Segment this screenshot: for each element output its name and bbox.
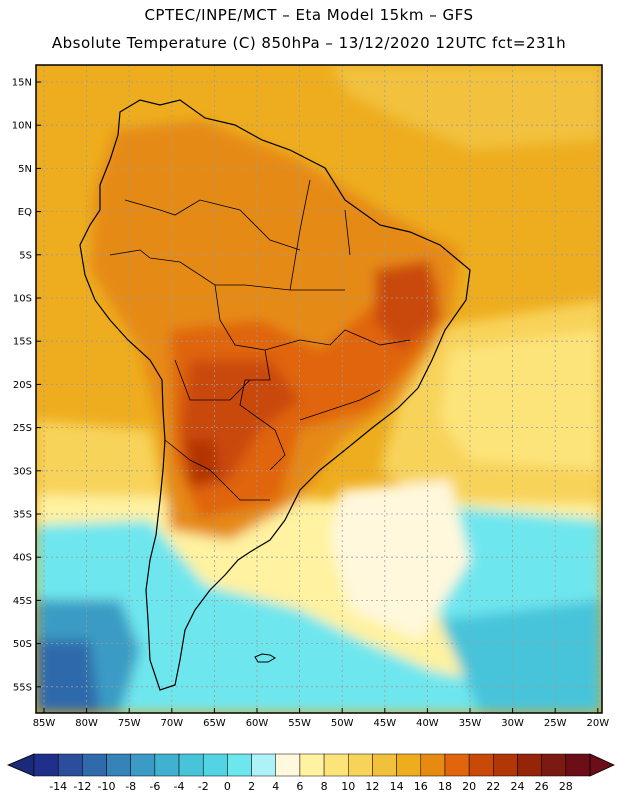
colorbar-swatch: [541, 753, 567, 777]
lat-label: 30S: [13, 466, 32, 477]
lon-label: 55W: [288, 718, 311, 729]
colorbar-label: 16: [414, 780, 428, 793]
lat-label: 10S: [13, 294, 32, 305]
lat-label: 15N: [12, 78, 32, 89]
lat-label: 20S: [13, 380, 32, 391]
colorbar-label: -2: [198, 780, 209, 793]
south-america-coastline: [79, 99, 471, 691]
lat-label: 25S: [13, 423, 32, 434]
lat-label: 5S: [19, 250, 32, 261]
country-borders: [109, 179, 411, 501]
colorbar-swatch: [178, 753, 204, 777]
colorbar-swatch: [565, 753, 591, 777]
lat-label: 10N: [12, 121, 32, 132]
colorbar-label: -8: [125, 780, 136, 793]
lat-label: EQ: [18, 207, 32, 218]
lon-label: 70W: [160, 718, 183, 729]
colorbar-label: 18: [438, 780, 452, 793]
colorbar-label: 26: [535, 780, 549, 793]
lat-lon-grid: [36, 65, 602, 713]
colorbar-label: 22: [486, 780, 500, 793]
colorbar-label: 2: [248, 780, 255, 793]
colorbar-label: 28: [559, 780, 573, 793]
colorbar-swatch: [493, 753, 518, 777]
lon-label: 85W: [33, 718, 56, 729]
colorbar-label: 6: [296, 780, 303, 793]
colorbar-label: -4: [174, 780, 185, 793]
colorbar-label: 8: [321, 780, 328, 793]
lon-label: 65W: [203, 718, 226, 729]
map-frame: [35, 64, 603, 714]
lon-label: 80W: [75, 718, 98, 729]
field-southeast-blue: [440, 600, 602, 713]
longitude-axis: 85W 80W 75W 70W 65W 60W 55W 50W 45W 40W 35W 30W 25W 2…: [33, 708, 609, 729]
colorbar-label: 24: [510, 780, 524, 793]
colorbar-swatch: [227, 753, 252, 777]
colorbar-under-arrow: [6, 753, 35, 777]
chart-title-line-1: CPTEC/INPE/MCT – Eta Model 15km – GFS: [144, 6, 474, 24]
colorbar-swatch: [82, 753, 107, 777]
colorbar-label: 14: [390, 780, 404, 793]
colorbar-swatch: [420, 753, 446, 777]
colorbar-swatch: [299, 753, 325, 777]
lat-label: 45S: [13, 596, 32, 607]
lon-label: 25W: [544, 718, 567, 729]
colorbar: -14 -12 -10 -8 -6 -4 -2 0 2 4 6 8 10 12 14 16 18 20 22 24 26…: [6, 753, 615, 793]
field-pacific-yellow: [36, 420, 165, 500]
colorbar-label: 10: [341, 780, 355, 793]
colorbar-swatch: [468, 753, 494, 777]
lat-label: 55S: [13, 682, 32, 693]
colorbar-swatch: [372, 753, 397, 777]
lat-label: 15S: [13, 337, 32, 348]
lon-label: 50W: [331, 718, 354, 729]
colorbar-label: 20: [462, 780, 476, 793]
colorbar-swatch: [517, 753, 542, 777]
colorbar-swatch: [33, 753, 59, 777]
colorbar-swatch: [57, 753, 83, 777]
field-atlantic-pale: [440, 330, 602, 470]
lon-label: 35W: [459, 718, 482, 729]
colorbar-swatch: [396, 753, 422, 777]
falkland-islands: [254, 653, 276, 663]
field-southwest-darkblue: [36, 640, 100, 713]
field-southern-cyan: [36, 520, 602, 713]
colorbar-swatch: [251, 753, 276, 777]
field-north-ocean-warm: [330, 65, 602, 150]
colorbar-label: 12: [365, 780, 379, 793]
colorbar-swatch: [323, 753, 349, 777]
temperature-field: [36, 65, 602, 713]
latitude-axis: 15N 10N 5N EQ 5S 10S 15S 20S 25S 30S 35S 40S 45S 50S 5…: [12, 78, 41, 693]
chart-title-line-2: Absolute Temperature (C) 850hPa – 13/12/…: [51, 34, 567, 52]
colorbar-swatch: [202, 753, 228, 777]
colorbar-label: -10: [98, 780, 116, 793]
colorbar-label: -6: [149, 780, 160, 793]
field-hotspot-peak: [185, 440, 220, 485]
colorbar-swatch: [154, 753, 180, 777]
lat-label: 35S: [13, 510, 32, 521]
lat-label: 50S: [13, 639, 32, 650]
colorbar-label: 0: [224, 780, 231, 793]
lat-label: 5N: [18, 164, 32, 175]
lat-label: 40S: [13, 553, 32, 564]
colorbar-swatch: [444, 753, 470, 777]
colorbar-over-arrow: [589, 753, 615, 777]
colorbar-label: -14: [49, 780, 67, 793]
lon-label: 20W: [586, 718, 609, 729]
lon-label: 45W: [373, 718, 396, 729]
field-northeast-hot: [375, 260, 440, 350]
lon-label: 75W: [118, 718, 141, 729]
lon-label: 30W: [501, 718, 524, 729]
colorbar-swatch: [275, 753, 301, 777]
colorbar-swatch: [106, 753, 131, 777]
lon-label: 60W: [246, 718, 269, 729]
field-south-atlantic-cream: [330, 480, 470, 640]
colorbar-label: -12: [73, 780, 91, 793]
colorbar-label: 4: [272, 780, 279, 793]
colorbar-swatch: [348, 753, 373, 777]
lon-label: 40W: [416, 718, 439, 729]
colorbar-swatch: [130, 753, 156, 777]
